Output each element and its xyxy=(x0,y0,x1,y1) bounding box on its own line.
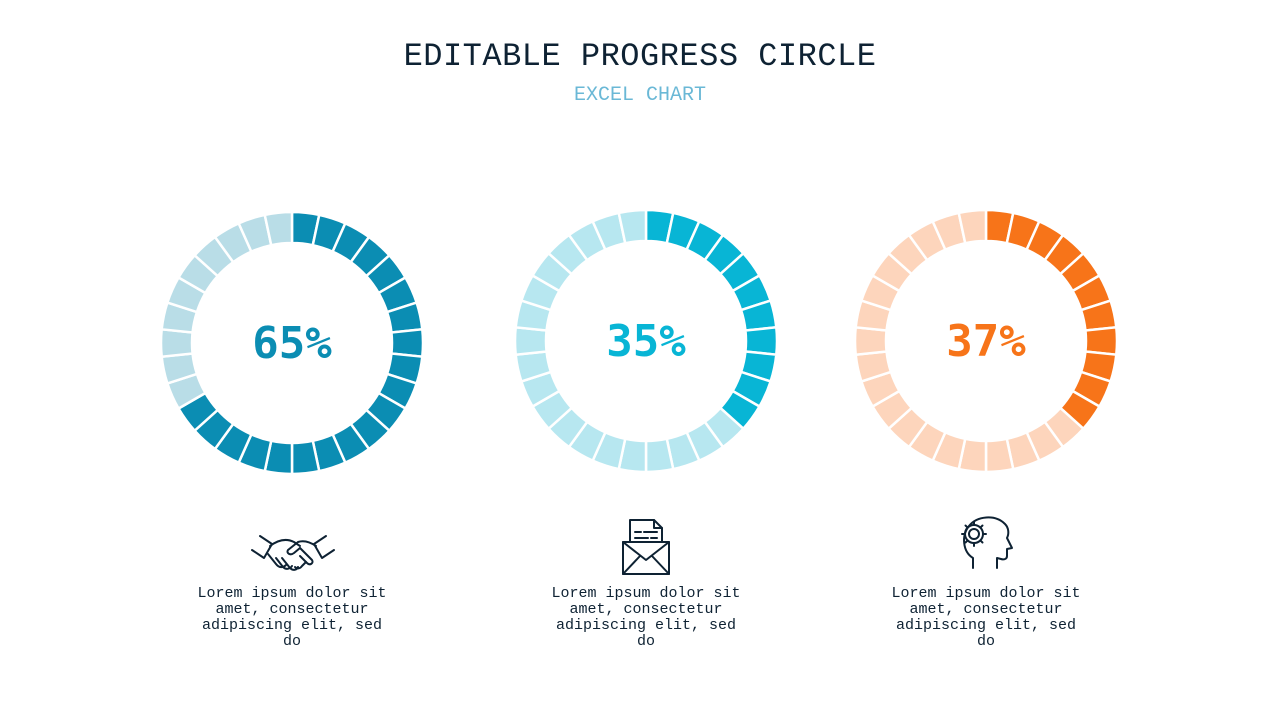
track-segment-1-30 xyxy=(263,210,294,247)
head-gear-icon xyxy=(955,514,1017,575)
progress-value-3: 37% xyxy=(946,315,1026,367)
description-2: Lorem ipsum dolor sit amet, consectetur … xyxy=(551,585,741,650)
handshake-icon xyxy=(250,520,336,579)
progress-ring-2: 35% xyxy=(511,206,781,476)
page-title: EDITABLE PROGRESS CIRCLE xyxy=(403,38,877,75)
progress-value-1: 65% xyxy=(252,317,332,369)
description-3: Lorem ipsum dolor sit amet, consectetur … xyxy=(891,585,1081,650)
progress-ring-1: 65% xyxy=(157,208,427,478)
track-segment-2-30 xyxy=(617,208,648,245)
page-subtitle: EXCEL CHART xyxy=(573,84,707,107)
progress-value-2: 35% xyxy=(606,315,686,367)
progress-ring-1-svg xyxy=(159,210,425,476)
progress-ring-3-svg xyxy=(853,208,1119,474)
description-1: Lorem ipsum dolor sit amet, consectetur … xyxy=(197,585,387,650)
progress-ring-2-svg xyxy=(513,208,779,474)
envelope-document-icon xyxy=(620,518,672,581)
progress-ring-3: 37% xyxy=(851,206,1121,476)
track-segment-3-30 xyxy=(957,208,988,245)
